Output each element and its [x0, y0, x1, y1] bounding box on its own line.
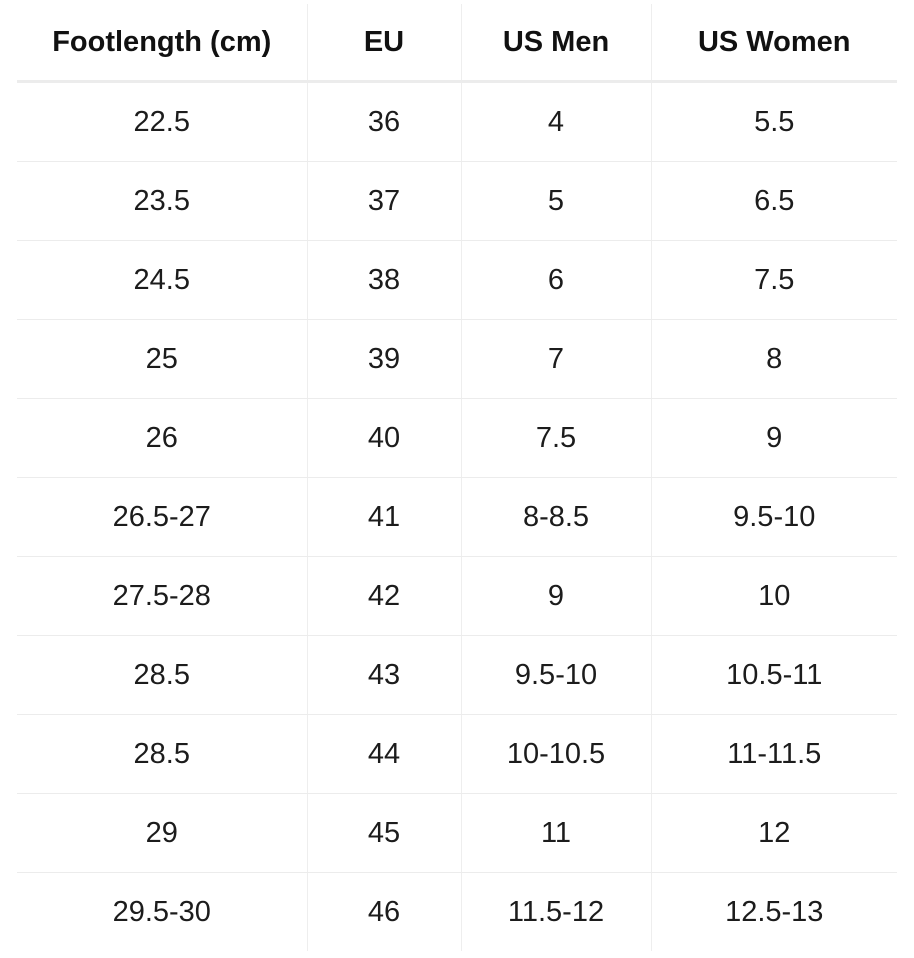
cell-footlength: 22.5 [17, 81, 307, 162]
cell-eu: 42 [306, 556, 461, 636]
table-row: 28.5 44 10-10.5 11-11.5 [17, 714, 897, 794]
cell-footlength: 25 [17, 319, 307, 399]
cell-footlength: 28.5 [17, 714, 307, 794]
cell-footlength: 29 [17, 793, 307, 873]
cell-us-women: 10.5-11 [650, 635, 897, 715]
table-row: 29 45 11 12 [17, 793, 897, 873]
cell-eu: 41 [306, 477, 461, 557]
cell-eu: 46 [306, 872, 461, 951]
cell-footlength: 24.5 [17, 240, 307, 320]
cell-eu: 40 [306, 398, 461, 478]
cell-us-women: 7.5 [650, 240, 897, 320]
cell-us-women: 8 [650, 319, 897, 399]
cell-us-men: 11 [460, 793, 651, 873]
table-header: Footlength (cm) EU US Men US Women [17, 4, 897, 83]
cell-eu: 36 [306, 81, 461, 162]
table-row: 22.5 36 4 5.5 [17, 81, 897, 162]
cell-us-women: 9 [650, 398, 897, 478]
header-us-men: US Men [460, 4, 651, 83]
table-row: 24.5 38 6 7.5 [17, 240, 897, 320]
cell-footlength: 26.5-27 [17, 477, 307, 557]
cell-us-men: 11.5-12 [460, 872, 651, 951]
cell-footlength: 26 [17, 398, 307, 478]
cell-us-men: 8-8.5 [460, 477, 651, 557]
table-row: 26.5-27 41 8-8.5 9.5-10 [17, 477, 897, 557]
header-footlength: Footlength (cm) [17, 4, 307, 83]
cell-footlength: 27.5-28 [17, 556, 307, 636]
table-row: 26 40 7.5 9 [17, 398, 897, 478]
cell-eu: 43 [306, 635, 461, 715]
cell-us-men: 5 [460, 161, 651, 241]
cell-eu: 38 [306, 240, 461, 320]
table-row: 27.5-28 42 9 10 [17, 556, 897, 636]
header-row: Footlength (cm) EU US Men US Women [17, 4, 897, 83]
cell-eu: 45 [306, 793, 461, 873]
cell-us-women: 5.5 [650, 81, 897, 162]
header-us-women: US Women [650, 4, 897, 83]
cell-footlength: 23.5 [17, 161, 307, 241]
cell-us-men: 10-10.5 [460, 714, 651, 794]
table-row: 23.5 37 5 6.5 [17, 161, 897, 241]
cell-us-women: 12.5-13 [650, 872, 897, 951]
table-body: 22.5 36 4 5.5 23.5 37 5 6.5 24.5 38 6 7.5 25 39 7 8 26 40… [17, 81, 897, 951]
cell-eu: 37 [306, 161, 461, 241]
cell-us-men: 6 [460, 240, 651, 320]
header-eu: EU [306, 4, 461, 83]
cell-us-women: 9.5-10 [650, 477, 897, 557]
cell-us-men: 7 [460, 319, 651, 399]
table-row: 28.5 43 9.5-10 10.5-11 [17, 635, 897, 715]
cell-eu: 39 [306, 319, 461, 399]
cell-footlength: 29.5-30 [112, 895, 211, 928]
cell-us-men: 9.5-10 [460, 635, 651, 715]
cell-us-women: 11-11.5 [650, 714, 897, 794]
cell-us-men: 9 [460, 556, 651, 636]
size-conversion-table: Footlength (cm) EU US Men US Women 22.5 3… [17, 4, 897, 951]
cell-us-women: 12 [650, 793, 897, 873]
table-row: 29.5-30 46 11.5-12 12.5-13 [17, 872, 897, 951]
cell-us-women: 10 [650, 556, 897, 636]
table-row: 25 39 7 8 [17, 319, 897, 399]
cell-eu: 44 [306, 714, 461, 794]
cell-footlength: 28.5 [17, 635, 307, 715]
cell-us-men: 4 [460, 81, 651, 162]
cell-us-women: 6.5 [650, 161, 897, 241]
cell-us-men: 7.5 [460, 398, 651, 478]
